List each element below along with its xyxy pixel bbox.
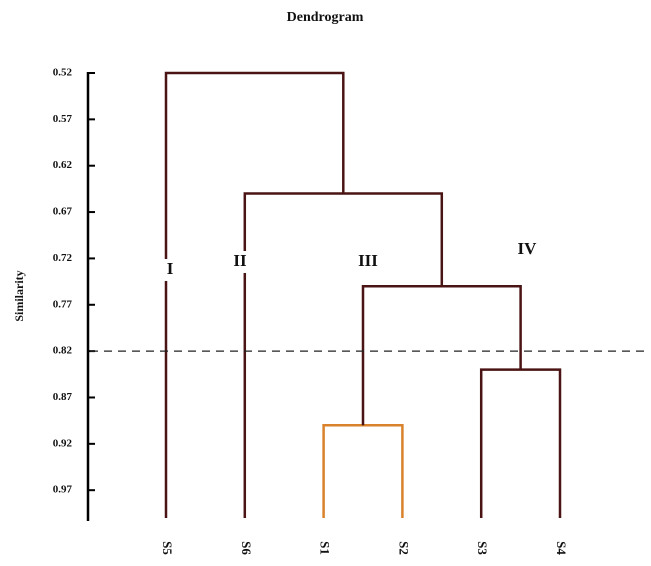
y-tick-label: 0.77 (53, 298, 73, 310)
y-axis-label: Similarity (12, 270, 26, 321)
chart-title: Dendrogram (287, 10, 364, 25)
dendrogram-link (361, 284, 522, 426)
annotation-bg (515, 239, 539, 261)
y-tick-label: 0.67 (53, 206, 73, 218)
cluster-label: I (167, 259, 174, 278)
y-tick-label: 0.82 (53, 345, 73, 357)
annotation-bg (158, 259, 182, 281)
y-tick-label: 0.62 (53, 159, 73, 171)
y-tick-label: 0.57 (53, 113, 73, 125)
leaf-label: S4 (554, 541, 569, 555)
leaf-label: S2 (396, 541, 411, 555)
annotation-bg (228, 251, 252, 273)
annotation-bg (356, 251, 380, 273)
cluster-label: III (358, 251, 378, 270)
dendrogram-link (164, 71, 345, 518)
cluster-label: IV (518, 239, 538, 258)
y-tick-label: 0.87 (53, 391, 73, 403)
leaf-label: S5 (160, 541, 175, 555)
leaf-label: S6 (239, 541, 254, 555)
leaf-label: S1 (318, 541, 333, 555)
y-tick-label: 0.92 (53, 437, 73, 449)
y-tick-label: 0.52 (53, 67, 73, 79)
y-tick-label: 0.72 (53, 252, 73, 264)
y-tick-label: 0.97 (53, 484, 73, 496)
cluster-label: II (233, 251, 247, 270)
dendrogram-link (479, 368, 562, 518)
dendrogram-link (322, 424, 404, 518)
leaf-label: S3 (475, 541, 490, 555)
dendrogram-link (243, 192, 444, 518)
